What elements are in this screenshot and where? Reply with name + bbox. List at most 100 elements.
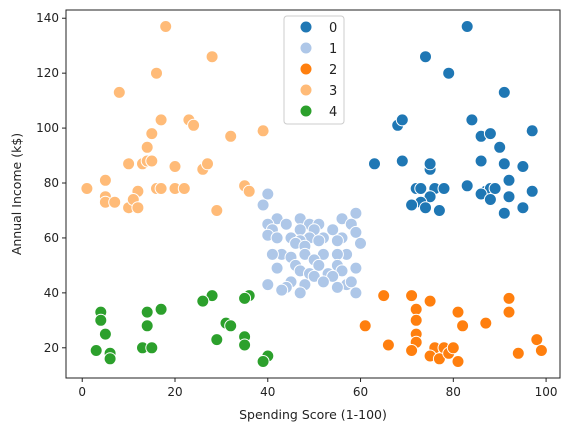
point-cluster-3-3 bbox=[112, 85, 126, 99]
point-cluster-0-23 bbox=[460, 179, 474, 193]
y-axis-ticks: 20 40 60 80 100 120 140 bbox=[36, 11, 66, 355]
point-cluster-1-53 bbox=[344, 275, 358, 289]
point-cluster-4-3 bbox=[196, 294, 210, 308]
point-cluster-3-1 bbox=[205, 50, 219, 64]
legend: 0 1 2 3 4 bbox=[283, 15, 345, 125]
legend-marker-2 bbox=[299, 62, 313, 76]
point-cluster-3-6 bbox=[187, 118, 201, 132]
point-cluster-2-6 bbox=[502, 305, 516, 319]
point-cluster-3-23 bbox=[177, 182, 191, 195]
point-cluster-2-22 bbox=[451, 355, 465, 368]
point-cluster-2-7 bbox=[358, 319, 372, 333]
point-cluster-2-12 bbox=[381, 338, 395, 352]
point-cluster-2-10 bbox=[479, 316, 493, 330]
point-cluster-4-12 bbox=[210, 333, 224, 347]
x-axis-label: Spending Score (1-100) bbox=[239, 407, 387, 422]
y-axis-label: Annual Income (k$) bbox=[9, 133, 24, 255]
point-cluster-0-27 bbox=[525, 184, 539, 198]
point-cluster-3-10 bbox=[140, 140, 154, 154]
point-cluster-0-16 bbox=[497, 157, 511, 171]
point-cluster-0-30 bbox=[483, 193, 497, 206]
point-cluster-3-17 bbox=[201, 157, 214, 171]
point-cluster-2-8 bbox=[409, 313, 423, 327]
point-cluster-4-10 bbox=[224, 319, 238, 333]
legend-marker-4 bbox=[299, 104, 313, 118]
point-cluster-0-1 bbox=[419, 50, 432, 64]
point-cluster-0-6 bbox=[465, 113, 479, 127]
point-cluster-3-2 bbox=[150, 66, 163, 80]
points-layer bbox=[80, 20, 548, 368]
point-cluster-4-17 bbox=[89, 344, 103, 357]
point-cluster-1-7 bbox=[279, 217, 293, 231]
point-cluster-0-18 bbox=[502, 173, 516, 187]
point-cluster-2-17 bbox=[405, 344, 419, 357]
point-cluster-4-16 bbox=[238, 338, 252, 352]
x-tick-label-0: 0 bbox=[78, 385, 86, 399]
point-cluster-2-5 bbox=[451, 305, 465, 319]
point-cluster-1-56 bbox=[293, 286, 307, 300]
point-cluster-1-1 bbox=[256, 198, 270, 212]
legend-marker-1 bbox=[299, 41, 313, 55]
point-cluster-3-0 bbox=[159, 20, 173, 33]
point-cluster-2-2 bbox=[423, 294, 437, 308]
point-cluster-3-8 bbox=[145, 127, 159, 141]
legend-label-3: 3 bbox=[329, 84, 337, 99]
y-tick-label-4: 100 bbox=[36, 121, 59, 135]
point-cluster-2-1 bbox=[405, 289, 419, 303]
point-cluster-3-9 bbox=[224, 129, 238, 143]
point-cluster-3-19 bbox=[80, 182, 94, 195]
point-cluster-3-4 bbox=[154, 113, 168, 127]
y-tick-label-5: 120 bbox=[36, 66, 59, 80]
x-axis-ticks: 0 20 40 60 80 100 bbox=[78, 378, 558, 399]
point-cluster-0-12 bbox=[395, 154, 409, 168]
legend-label-4: 4 bbox=[329, 105, 337, 120]
point-cluster-0-20 bbox=[414, 182, 428, 195]
point-cluster-0-37 bbox=[516, 201, 530, 215]
legend-label-0: 0 bbox=[329, 21, 337, 36]
point-cluster-0-5 bbox=[395, 113, 409, 127]
x-tick-label-2: 40 bbox=[260, 385, 275, 399]
point-cluster-1-26 bbox=[354, 236, 367, 250]
point-cluster-1-38 bbox=[312, 258, 326, 272]
point-cluster-0-31 bbox=[502, 190, 516, 204]
point-cluster-3-29 bbox=[108, 195, 122, 209]
point-cluster-3-26 bbox=[242, 184, 256, 198]
point-cluster-3-33 bbox=[210, 204, 224, 217]
point-cluster-0-14 bbox=[423, 157, 437, 171]
y-tick-label-2: 60 bbox=[44, 231, 59, 245]
legend-marker-0 bbox=[299, 20, 313, 34]
point-cluster-3-15 bbox=[168, 160, 182, 173]
point-cluster-4-15 bbox=[145, 341, 159, 355]
point-cluster-4-2 bbox=[238, 291, 252, 305]
point-cluster-1-54 bbox=[349, 286, 363, 300]
x-tick-label-4: 80 bbox=[446, 385, 461, 399]
point-cluster-0-3 bbox=[497, 85, 511, 99]
point-cluster-0-7 bbox=[525, 124, 539, 138]
plot-frame bbox=[65, 9, 561, 379]
point-cluster-0-10 bbox=[493, 140, 507, 154]
point-cluster-3-21 bbox=[154, 182, 168, 195]
point-cluster-1-15 bbox=[349, 225, 363, 239]
point-cluster-0-36 bbox=[497, 206, 511, 220]
point-cluster-4-7 bbox=[94, 313, 108, 327]
point-cluster-4-21 bbox=[256, 355, 270, 368]
legend-label-2: 2 bbox=[329, 63, 337, 78]
point-cluster-0-22 bbox=[437, 182, 451, 195]
point-cluster-1-14 bbox=[326, 223, 340, 237]
point-cluster-1-55 bbox=[275, 283, 289, 297]
point-cluster-0-0 bbox=[460, 20, 474, 33]
point-cluster-4-11 bbox=[98, 327, 112, 341]
y-tick-label-1: 40 bbox=[44, 286, 59, 300]
point-cluster-0-11 bbox=[368, 157, 381, 171]
point-cluster-1-0 bbox=[261, 187, 275, 201]
point-cluster-2-24 bbox=[534, 344, 548, 357]
y-tick-label-6: 140 bbox=[36, 11, 59, 25]
point-cluster-1-57 bbox=[330, 280, 344, 294]
point-cluster-1-40 bbox=[349, 261, 363, 275]
point-cluster-0-17 bbox=[516, 160, 530, 173]
point-cluster-1-33 bbox=[330, 247, 344, 261]
point-cluster-3-11 bbox=[122, 157, 136, 171]
point-cluster-1-49 bbox=[316, 275, 330, 289]
x-tick-label-5: 100 bbox=[535, 385, 558, 399]
